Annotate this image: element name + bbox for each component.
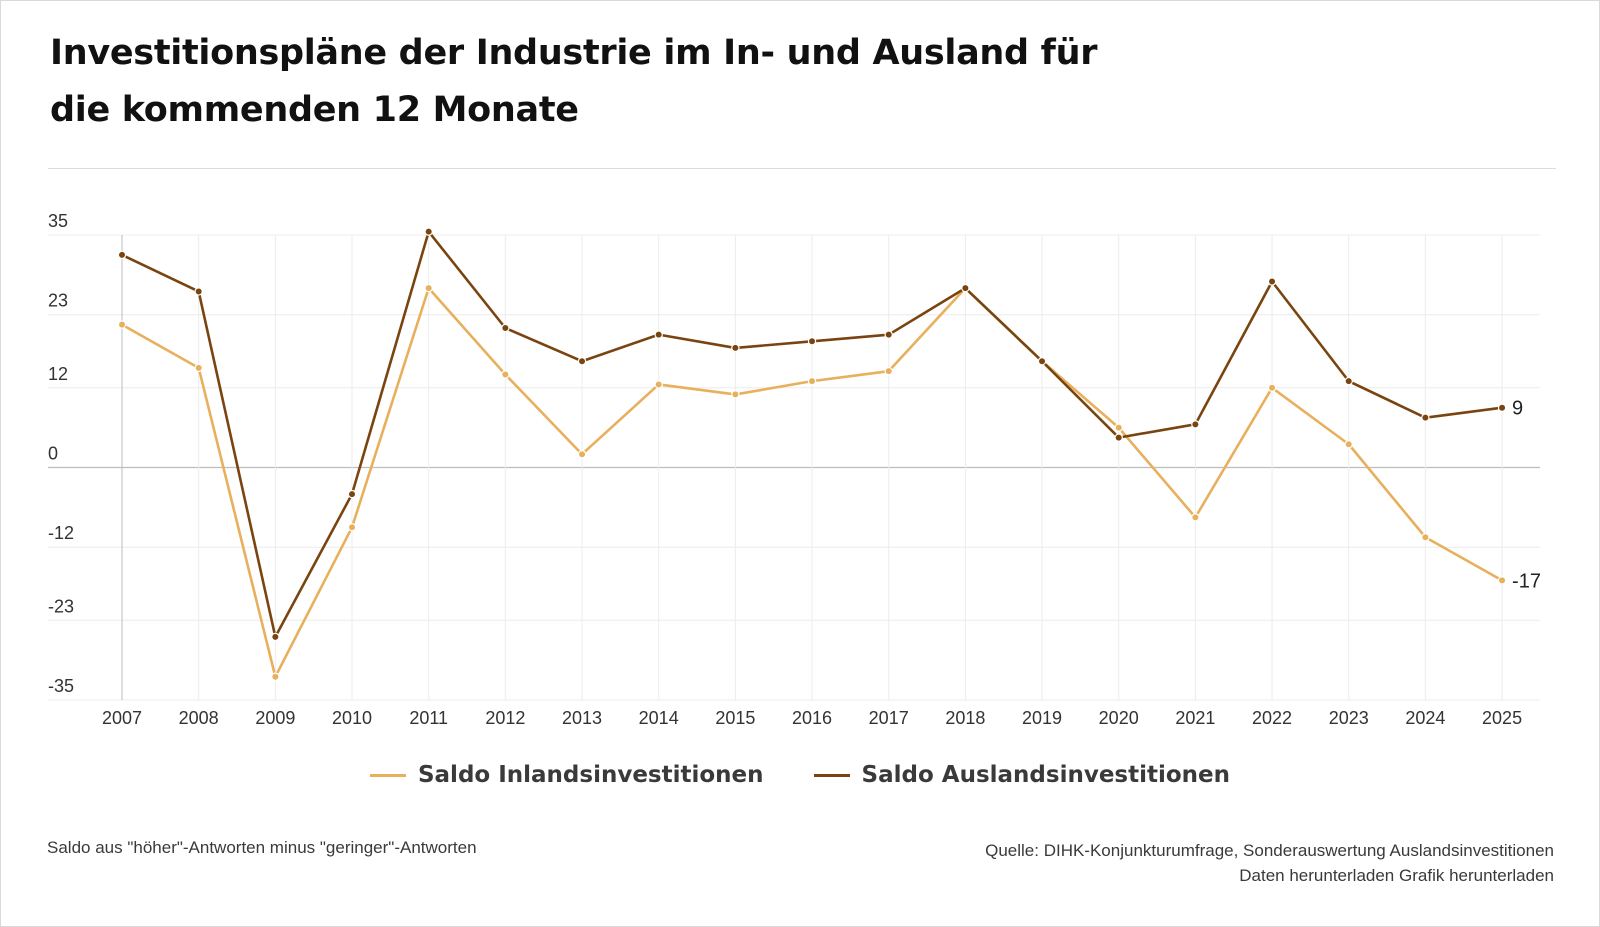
chart-legend: Saldo Inlandsinvestitionen Saldo Ausland…: [0, 762, 1600, 788]
data-point-ausland: [961, 283, 970, 293]
data-point-inland: [194, 363, 203, 373]
source-text: Quelle: DIHK-Konjunkturumfrage, Sonderau…: [985, 841, 1554, 860]
data-point-inland: [1191, 513, 1200, 522]
download-graphic-link[interactable]: Grafik herunterladen: [1399, 866, 1554, 885]
data-point-ausland: [1497, 403, 1507, 412]
x-tick-label: 2012: [485, 708, 525, 728]
data-point-ausland: [884, 330, 893, 339]
data-point-inland: [1344, 440, 1353, 449]
x-tick-label: 2021: [1175, 708, 1215, 728]
end-value-label-ausland: 9: [1512, 398, 1523, 420]
data-point-inland: [577, 450, 587, 459]
x-tick-label: 2022: [1252, 708, 1292, 728]
data-point-ausland: [1037, 357, 1047, 366]
data-point-ausland: [347, 489, 357, 499]
legend-label-inland: Saldo Inlandsinvestitionen: [417, 762, 764, 788]
x-tick-label: 2008: [179, 708, 219, 728]
title-divider: [48, 168, 1556, 169]
x-tick-label: 2023: [1329, 708, 1369, 728]
data-point-ausland: [424, 227, 433, 236]
x-tick-label: 2020: [1099, 708, 1139, 728]
x-tick-label: 2024: [1405, 708, 1445, 728]
data-point-ausland: [271, 632, 280, 642]
x-tick-label: 2013: [562, 708, 602, 728]
x-tick-label: 2017: [869, 708, 909, 728]
data-point-inland: [731, 390, 740, 399]
x-tick-label: 2018: [945, 708, 985, 728]
data-point-ausland: [501, 323, 510, 333]
data-point-inland: [501, 370, 510, 379]
legend-label-ausland: Saldo Auslandsinvestitionen: [861, 762, 1231, 788]
data-point-ausland: [1267, 277, 1277, 286]
line-chart: 35 23 12 0 -12 -23 -35 2007 2008 2009 2010 2011 2012…: [48, 211, 1541, 728]
data-point-ausland: [807, 337, 817, 346]
chart-note: Saldo aus "höher"-Antworten minus "gerin…: [47, 838, 477, 857]
title-line-1: Investitionspläne der Industrie im In- u…: [50, 33, 1098, 73]
data-point-inland: [1114, 423, 1123, 432]
download-data-link[interactable]: Daten herunterladen: [1239, 866, 1395, 885]
x-tick-label: 2019: [1022, 708, 1062, 728]
data-point-inland: [347, 523, 357, 532]
data-point-ausland: [654, 330, 663, 339]
y-tick-label: 12: [48, 364, 68, 384]
legend-swatch-ausland: [813, 773, 850, 777]
legend-item-ausland[interactable]: Saldo Auslandsinvestitionen: [813, 762, 1231, 788]
y-tick-label: 23: [48, 291, 68, 311]
x-tick-label: 2016: [792, 708, 832, 728]
data-point-ausland: [1421, 413, 1430, 422]
data-point-ausland: [1344, 376, 1353, 386]
x-tick-label: 2014: [639, 708, 679, 728]
data-point-inland: [884, 366, 893, 376]
data-point-ausland: [577, 357, 587, 366]
x-tick-label: 2015: [715, 708, 755, 728]
chart-footer: Quelle: DIHK-Konjunkturumfrage, Sonderau…: [985, 838, 1554, 888]
legend-item-inland[interactable]: Saldo Inlandsinvestitionen: [369, 762, 764, 788]
title-line-2: die kommenden 12 Monate: [50, 90, 579, 130]
y-tick-label: -12: [48, 523, 74, 543]
x-tick-label: 2011: [409, 708, 448, 728]
y-tick-label: -35: [48, 676, 74, 696]
y-tick-label: 0: [48, 444, 58, 464]
data-point-ausland: [731, 343, 740, 353]
x-tick-label: 2025: [1482, 708, 1522, 728]
x-tick-label: 2007: [102, 708, 142, 728]
data-point-inland: [1267, 383, 1277, 392]
x-tick-label: 2010: [332, 708, 372, 728]
data-point-inland: [1497, 576, 1507, 585]
data-point-ausland: [194, 287, 203, 296]
data-point-inland: [1421, 533, 1430, 542]
x-tick-label: 2009: [255, 708, 295, 728]
data-point-inland: [271, 672, 280, 681]
data-point-inland: [807, 376, 817, 386]
data-point-inland: [654, 380, 663, 389]
y-tick-label: 35: [48, 211, 68, 231]
end-value-label-inland: -17: [1512, 570, 1541, 592]
y-tick-label: -23: [48, 596, 74, 616]
data-point-ausland: [1191, 420, 1200, 429]
data-point-inland: [424, 283, 433, 293]
legend-swatch-inland: [369, 773, 406, 777]
data-point-ausland: [117, 250, 127, 260]
chart-title: Investitionspläne der Industrie im In- u…: [50, 30, 1150, 134]
data-point-inland: [117, 320, 127, 329]
data-point-ausland: [1114, 433, 1123, 442]
